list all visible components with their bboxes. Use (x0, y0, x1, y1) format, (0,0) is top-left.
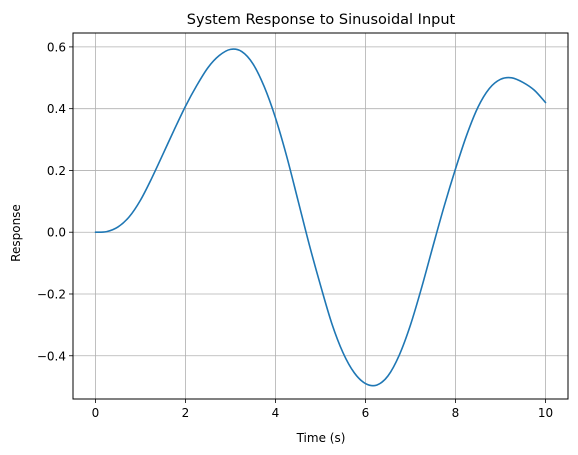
x-tick-label: 8 (452, 406, 460, 420)
chart-title: System Response to Sinusoidal Input (187, 12, 456, 28)
y-tick-label: 0.2 (47, 164, 66, 178)
y-axis-label: Response (9, 204, 23, 262)
grid (73, 33, 568, 399)
x-tick-label: 6 (362, 406, 370, 420)
x-tick-label: 4 (272, 406, 280, 420)
x-ticks: 0 2 4 6 8 10 (92, 399, 553, 420)
x-tick-label: 10 (538, 406, 553, 420)
x-axis-label: Time (s) (296, 431, 346, 445)
y-tick-label: 0.6 (47, 40, 66, 54)
y-ticks: −0.4 −0.2 0.0 0.2 0.4 0.6 (37, 40, 73, 363)
series-layer (94, 48, 547, 387)
y-tick-label: −0.4 (37, 349, 66, 363)
y-tick-label: −0.2 (37, 287, 66, 301)
y-tick-label: 0.0 (47, 226, 66, 240)
y-tick-label: 0.4 (47, 102, 66, 116)
x-tick-label: 0 (92, 406, 100, 420)
plot-frame (72, 32, 569, 400)
series-line (94, 48, 547, 387)
x-tick-label: 2 (182, 406, 190, 420)
